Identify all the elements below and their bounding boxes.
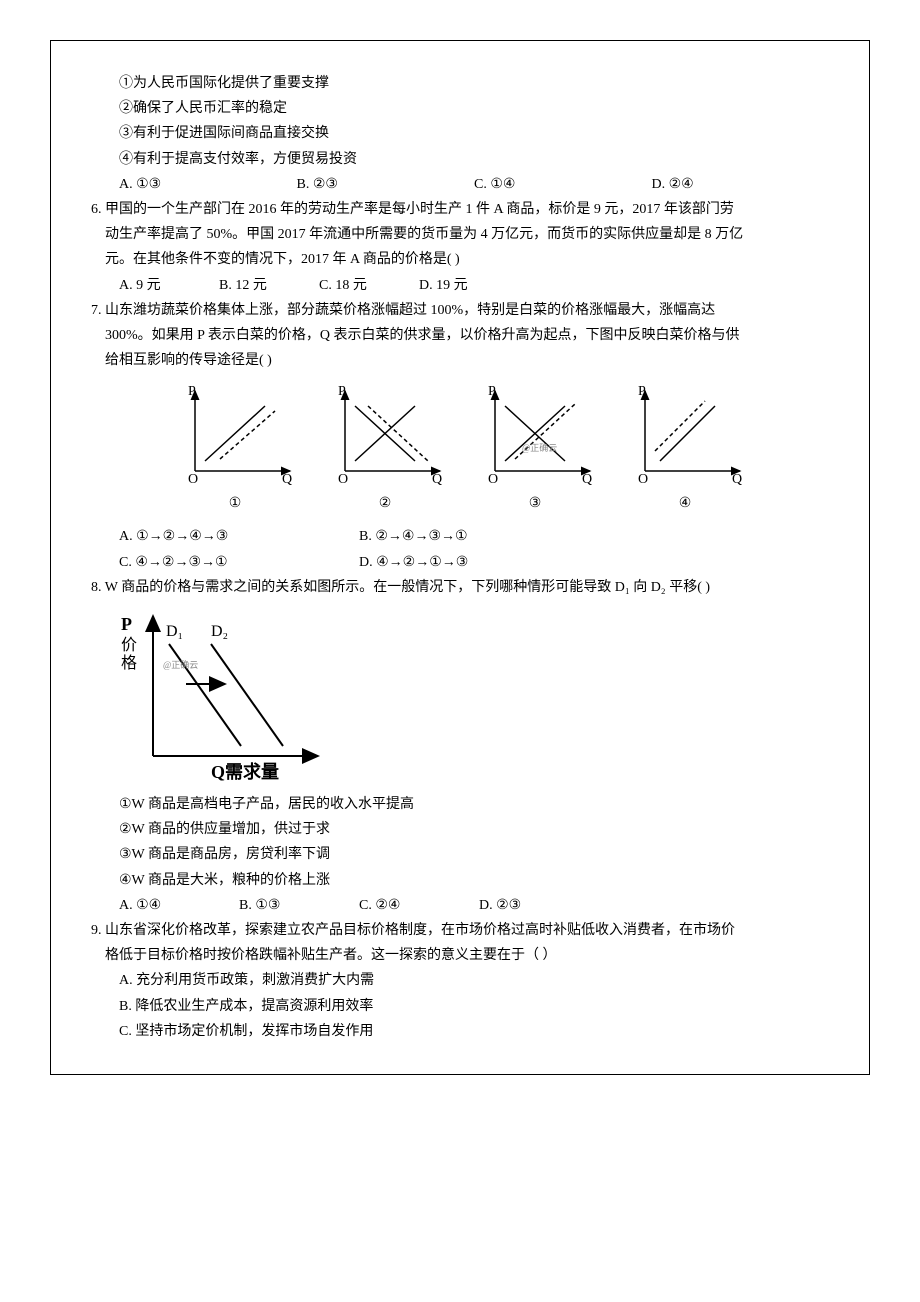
q9-opt-a: A. 充分利用货币政策，刺激消费扩大内需 [91, 968, 829, 993]
q6-stem-2: 动生产率提高了 50%。甲国 2017 年流通中所需要的货币量为 4 万亿元，而… [91, 222, 829, 247]
q7-chart-2-svg: P Q O [320, 381, 450, 491]
q7-opt-a: A. ①→②→④→③ [119, 524, 359, 549]
origin-label: O [188, 472, 198, 487]
q7-options: A. ①→②→④→③ B. ②→④→③→① C. ④→②→③→① D. ④→②→… [91, 524, 829, 574]
q8-stmt-4: ④W 商品是大米，粮种的价格上涨 [91, 868, 829, 893]
q6-opt-b: B. 12 元 [219, 273, 319, 298]
q7-chart-4-svg: P Q O [620, 381, 750, 491]
q7-chart-1-svg: P Q O [170, 381, 300, 491]
q9-opt-b: B. 降低农业生产成本，提高资源利用效率 [91, 994, 829, 1019]
q5-stmt-1: ①为人民币国际化提供了重要支撑 [91, 71, 829, 96]
q7-stem-1: 7. 山东潍坊蔬菜价格集体上涨，部分蔬菜价格涨幅超过 100%，特别是白菜的价格… [91, 298, 829, 323]
q6-opt-c: C. 18 元 [319, 273, 419, 298]
q6-stem-3: 元。在其他条件不变的情况下，2017 年 A 商品的价格是( ) [91, 247, 829, 272]
q8-xlabel: Q需求量 [211, 761, 279, 782]
q7-opt-d: D. ④→②→①→③ [359, 550, 599, 575]
svg-text:O: O [338, 472, 348, 487]
q8-watermark: @正确云 [163, 659, 198, 670]
q7-chart-1: P Q O ① [170, 381, 300, 516]
q8-opt-b: B. ①③ [239, 893, 359, 918]
q8-d2-label: D₂ [211, 623, 228, 640]
q5-opt-a: A. ①③ [119, 172, 297, 197]
q6-opt-d: D. 19 元 [419, 273, 519, 298]
q7-chart-4: P Q O ④ [620, 381, 750, 516]
q5-options: A. ①③ B. ②③ C. ①④ D. ②④ [91, 172, 829, 197]
q7-chart-2: P Q O ② [320, 381, 450, 516]
q8-opt-c: C. ②④ [359, 893, 479, 918]
svg-text:P: P [338, 384, 346, 399]
q7-charts: P Q O ① P Q O ② [91, 381, 829, 516]
q9-stem-2: 格低于目标价格时按价格跌幅补贴生产者。这一探索的意义主要在于（ ） [91, 943, 829, 968]
q8-stmt-2: ②W 商品的供应量增加，供过于求 [91, 817, 829, 842]
q9-opt-c: C. 坚持市场定价机制，发挥市场自发作用 [91, 1019, 829, 1044]
svg-text:P: P [488, 384, 496, 399]
q7-chart-3-svg: P Q O @正确云 [470, 381, 600, 491]
q5-opt-c: C. ①④ [474, 172, 652, 197]
svg-text:格: 格 [121, 654, 137, 672]
q7-opt-b: B. ②→④→③→① [359, 524, 599, 549]
q8-chart-svg: P 价 格 Q需求量 D₁ D₂ @正确云 [111, 606, 331, 786]
svg-text:P: P [638, 384, 646, 399]
q8-stmt-3: ③W 商品是商品房，房贷利率下调 [91, 842, 829, 867]
axis-p-label: P [188, 384, 196, 399]
q8-opt-d: D. ②③ [479, 893, 599, 918]
q7-chart-1-label: ① [170, 491, 300, 516]
axis-q-label: Q [282, 472, 292, 487]
q8-opt-a: A. ①④ [119, 893, 239, 918]
watermark-text: @正确云 [522, 442, 557, 453]
q5-opt-b: B. ②③ [297, 172, 475, 197]
exam-page: ①为人民币国际化提供了重要支撑 ②确保了人民币汇率的稳定 ③有利于促进国际间商品… [50, 40, 870, 1075]
svg-text:Q: Q [432, 472, 442, 487]
q8-figure: P 价 格 Q需求量 D₁ D₂ @正确云 [111, 606, 829, 786]
q7-opt-c: C. ④→②→③→① [119, 550, 359, 575]
q5-stmt-2: ②确保了人民币汇率的稳定 [91, 96, 829, 121]
q7-stem-3: 给相互影响的传导途径是( ) [91, 348, 829, 373]
q7-chart-2-label: ② [320, 491, 450, 516]
svg-text:O: O [488, 472, 498, 487]
q6-opt-a: A. 9 元 [119, 273, 219, 298]
q8-d1-label: D₁ [166, 623, 183, 640]
q7-chart-4-label: ④ [620, 491, 750, 516]
q6-stem-1: 6. 甲国的一个生产部门在 2016 年的劳动生产率是每小时生产 1 件 A 商… [91, 197, 829, 222]
svg-text:P: P [121, 614, 132, 634]
svg-text:Q: Q [732, 472, 742, 487]
q7-stem-2: 300%。如果用 P 表示白菜的价格，Q 表示白菜的供求量，以价格升高为起点，下… [91, 323, 829, 348]
q7-chart-3: P Q O @正确云 ③ [470, 381, 600, 516]
q8-stmt-1: ①W 商品是高档电子产品，居民的收入水平提高 [91, 792, 829, 817]
svg-text:价: 价 [121, 637, 137, 654]
q8-stem: 8. W 商品的价格与需求之间的关系如图所示。在一般情况下，下列哪种情形可能导致… [91, 575, 829, 600]
svg-text:Q: Q [582, 472, 592, 487]
svg-text:O: O [638, 472, 648, 487]
q6-options: A. 9 元 B. 12 元 C. 18 元 D. 19 元 [91, 273, 829, 298]
q8-options: A. ①④ B. ①③ C. ②④ D. ②③ [91, 893, 829, 918]
q5-opt-d: D. ②④ [652, 172, 830, 197]
q5-stmt-4: ④有利于提高支付效率，方便贸易投资 [91, 147, 829, 172]
q9-stem-1: 9. 山东省深化价格改革，探索建立农产品目标价格制度，在市场价格过高时补贴低收入… [91, 918, 829, 943]
q5-stmt-3: ③有利于促进国际间商品直接交换 [91, 121, 829, 146]
q7-chart-3-label: ③ [470, 491, 600, 516]
